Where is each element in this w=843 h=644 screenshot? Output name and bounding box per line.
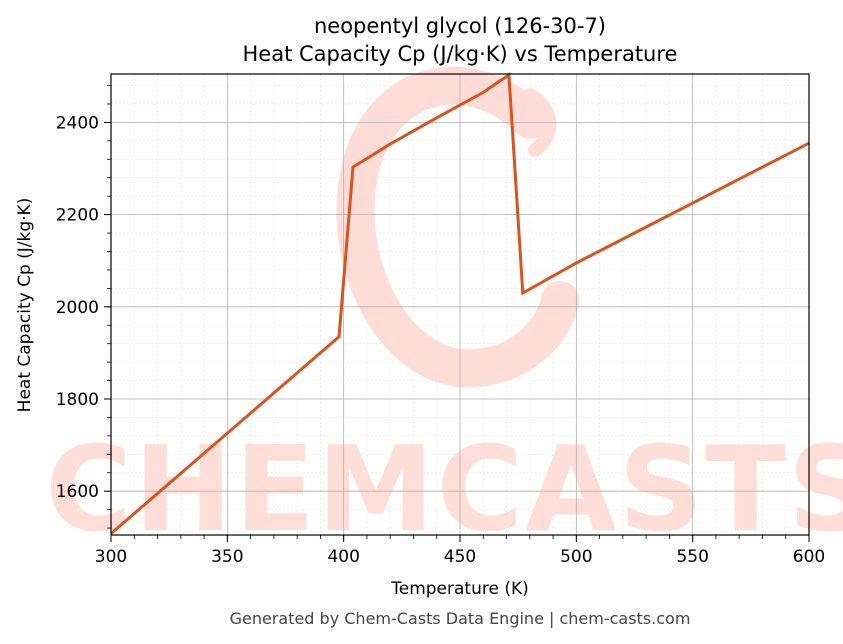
chart-title: neopentyl glycol (126-30-7) xyxy=(314,14,606,38)
y-axis-label: Heat Capacity Cp (J/kg·K) xyxy=(15,198,35,413)
x-tick-label: 450 xyxy=(444,547,476,567)
footer-credit: Generated by Chem-Casts Data Engine | ch… xyxy=(230,609,691,628)
y-tick-label: 1800 xyxy=(56,390,99,410)
x-tick-label: 300 xyxy=(95,547,127,567)
x-tick-label: 350 xyxy=(211,547,243,567)
chart-subtitle: Heat Capacity Cp (J/kg·K) vs Temperature xyxy=(243,42,678,66)
y-tick-label: 1600 xyxy=(56,482,99,502)
y-axis: 1600 1800 2000 2200 2400 xyxy=(56,85,111,529)
x-tick-label: 500 xyxy=(560,547,592,567)
x-tick-label: 550 xyxy=(676,547,708,567)
y-tick-label: 2200 xyxy=(56,206,99,226)
x-tick-label: 600 xyxy=(793,547,825,567)
y-tick-label: 2000 xyxy=(56,298,99,318)
x-axis-label: Temperature (K) xyxy=(390,579,529,599)
x-tick-label: 400 xyxy=(327,547,359,567)
x-axis: 300 350 400 450 500 550 600 xyxy=(95,535,825,567)
y-tick-label: 2400 xyxy=(56,113,99,133)
series-line xyxy=(110,72,810,535)
